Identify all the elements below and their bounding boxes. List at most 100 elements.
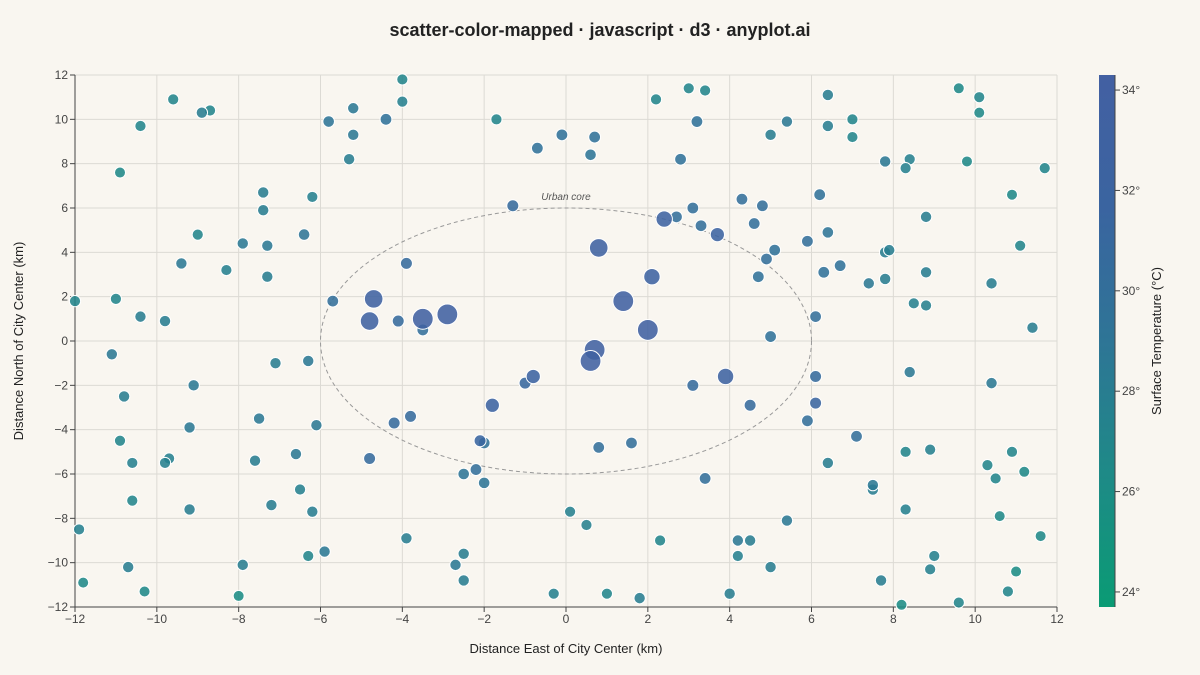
scatter-point	[236, 237, 249, 250]
scatter-point	[735, 192, 749, 206]
y-tick-label: 2	[61, 290, 68, 304]
x-tick-label: 4	[726, 612, 733, 626]
scatter-point	[801, 234, 814, 248]
y-tick-label: −2	[54, 378, 68, 392]
x-tick-label: −6	[314, 612, 328, 626]
y-tick-label: 6	[61, 201, 68, 215]
grid-lines	[74, 74, 1058, 608]
scatter-point	[649, 93, 663, 106]
scatter-point	[809, 310, 822, 324]
y-tick-label: 12	[55, 68, 69, 82]
scatter-point	[400, 532, 413, 545]
scatter-point	[477, 476, 491, 490]
scatter-point	[579, 350, 602, 372]
scatter-point	[289, 447, 303, 461]
scatter-point	[973, 106, 986, 119]
scatter-point	[985, 277, 998, 290]
x-tick-label: −10	[147, 612, 168, 626]
scatter-point	[399, 256, 413, 270]
scatter-point	[436, 303, 459, 326]
scatter-point	[643, 268, 661, 286]
colorbar-tick-label: 30°	[1122, 284, 1140, 298]
scatter-point	[756, 199, 769, 213]
scatter-point	[973, 91, 986, 104]
scatter-point	[134, 310, 147, 323]
scatter-point	[379, 112, 393, 126]
scatter-point	[530, 141, 544, 155]
scatter-point	[248, 454, 262, 467]
scatter-point	[525, 368, 541, 385]
scatter-point	[1005, 445, 1019, 458]
scatter-point	[883, 243, 896, 257]
urban-core-annotation: Urban core	[320, 192, 812, 475]
scatter-point	[592, 441, 606, 454]
scatter-point	[1005, 188, 1018, 201]
scatter-point	[457, 574, 470, 587]
scatter-point	[411, 307, 434, 330]
scatter-point	[191, 228, 204, 241]
scatter-point	[363, 289, 384, 309]
scatter-point	[654, 534, 667, 547]
scatter-point	[236, 558, 249, 572]
scatter-point	[821, 88, 835, 102]
scatter-point	[126, 494, 139, 507]
scatter-point	[183, 503, 196, 516]
scatter-point	[960, 155, 973, 168]
x-tick-label: 8	[890, 612, 897, 626]
scatter-point	[813, 188, 827, 202]
scatter-point	[359, 311, 380, 331]
scatter-point	[506, 199, 520, 213]
scatter-point	[121, 560, 135, 574]
y-tick-label: −12	[48, 600, 69, 614]
scatter-point	[322, 115, 335, 128]
data-points	[68, 73, 1051, 611]
scatter-point	[457, 467, 471, 481]
scatter-point	[297, 228, 311, 241]
scatter-point	[809, 369, 823, 383]
scatter-point	[821, 119, 835, 133]
scatter-point	[257, 186, 270, 199]
x-axis-title: Distance East of City Center (km)	[470, 641, 663, 656]
scatter-point	[1038, 162, 1051, 175]
scatter-point	[846, 113, 859, 126]
scatter-point	[293, 483, 307, 496]
urban-core-label: Urban core	[541, 192, 591, 203]
scatter-point	[878, 272, 892, 286]
scatter-point	[105, 348, 119, 361]
scatter-point	[686, 378, 700, 392]
scatter-point	[743, 398, 757, 412]
scatter-point	[167, 93, 180, 106]
scatter-point	[1026, 321, 1039, 334]
scatter-point	[326, 294, 340, 308]
scatter-point	[391, 314, 405, 328]
scatter-point	[600, 587, 614, 600]
scatter-point	[547, 587, 560, 600]
scatter-point	[588, 130, 602, 144]
scatter-point	[580, 518, 593, 532]
scatter-point	[302, 354, 315, 368]
y-tick-label: 4	[61, 245, 68, 259]
y-tick-label: 0	[61, 334, 68, 348]
scatter-point	[821, 456, 835, 470]
x-tick-label: −4	[395, 612, 409, 626]
scatter-point	[252, 412, 266, 425]
scatter-point	[318, 545, 331, 558]
scatter-point	[633, 591, 646, 605]
scatter-point	[699, 84, 712, 97]
scatter-point	[952, 82, 965, 95]
scatter-point	[114, 166, 127, 179]
scatter-point	[612, 290, 635, 313]
scatter-point	[363, 451, 377, 465]
colorbar-gradient	[1099, 75, 1115, 607]
scatter-point	[985, 376, 998, 390]
scatter-point	[716, 367, 735, 386]
scatter-point	[809, 396, 823, 410]
scatter-point	[674, 152, 687, 166]
scatter-point	[743, 534, 757, 547]
scatter-point	[158, 314, 172, 328]
scatter-point	[396, 95, 409, 108]
scatter-point	[981, 459, 994, 472]
scatter-point	[636, 319, 659, 341]
scatter-point	[117, 390, 131, 403]
